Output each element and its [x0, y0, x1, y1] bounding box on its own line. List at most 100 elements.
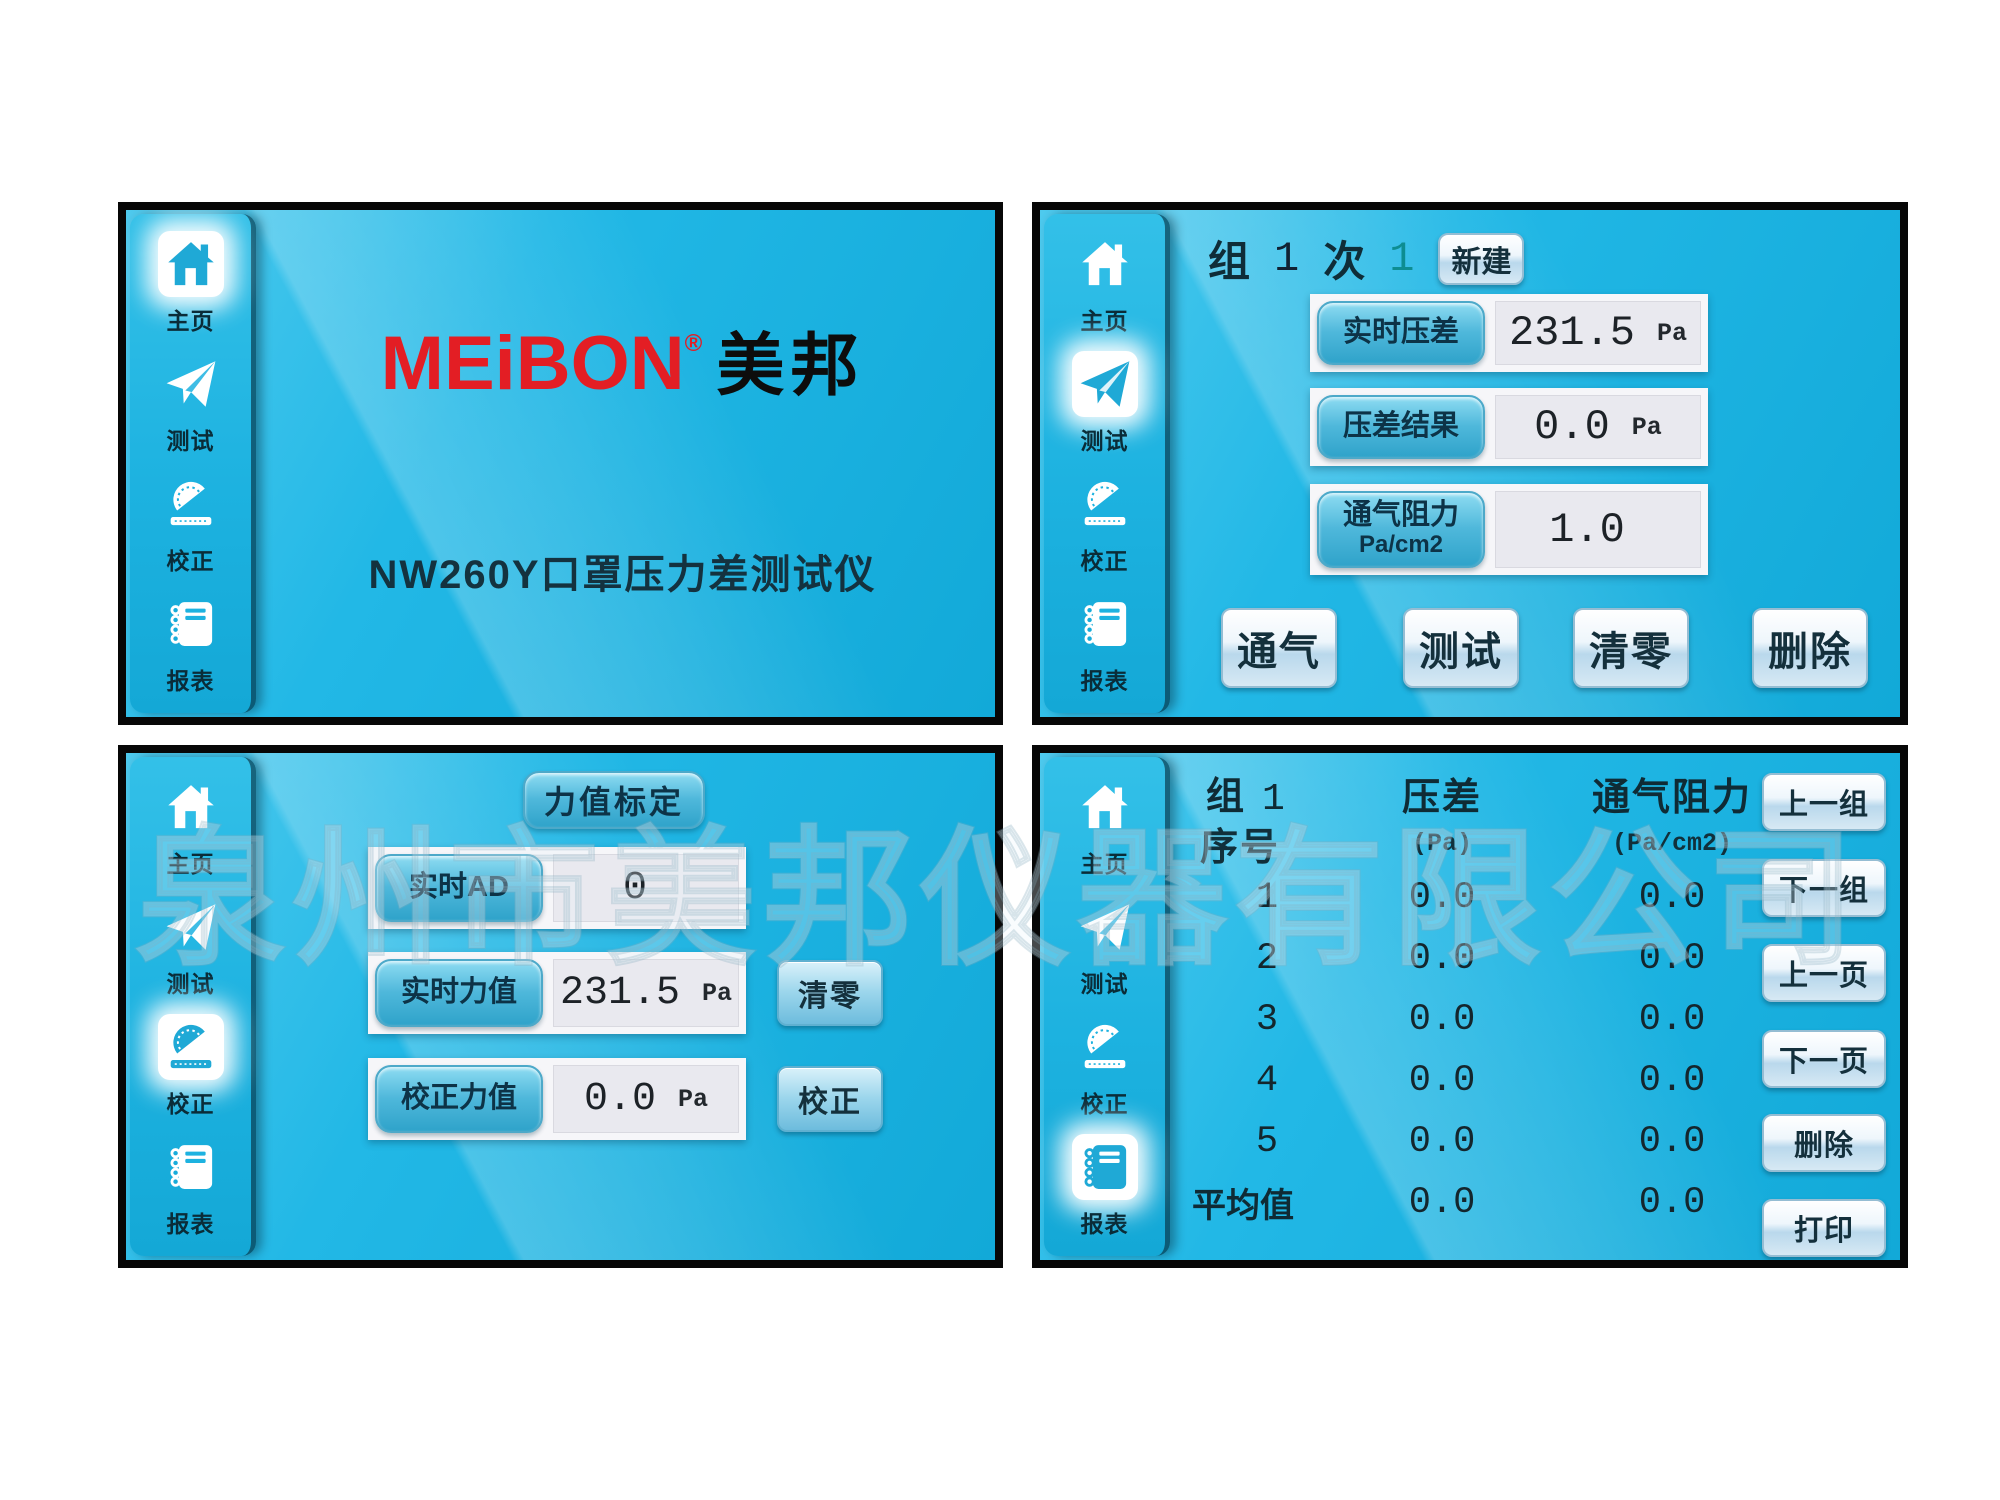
- label-text: 实时力值: [400, 976, 517, 1009]
- notebook-icon: [1072, 591, 1138, 657]
- brand-wordmark: MEiBON: [380, 321, 685, 406]
- panel-home: 主页 测试 校正 报表 MEiBON® 美邦 NW260Y口罩压力差测试仪: [118, 202, 1003, 725]
- next-group-button[interactable]: 下一组: [1762, 859, 1886, 917]
- sidebar-item-label: 校正: [1080, 1090, 1129, 1117]
- airflow-resistance-label-button[interactable]: 通气阻力 Pa/cm2: [1317, 491, 1485, 568]
- column-header-pressure: 压差: [1401, 776, 1482, 819]
- sidebar-item-test[interactable]: 测试: [1072, 894, 1138, 999]
- cycle-number: 1: [1389, 234, 1415, 283]
- sidebar-item-test[interactable]: 测试: [158, 351, 224, 456]
- sidebar-item-label: 主页: [166, 308, 215, 335]
- field-realtime-pressure: 实时压差 231.5 Pa: [1310, 294, 1708, 372]
- sidebar-item-report[interactable]: 报表: [158, 1134, 224, 1239]
- field-pressure-result: 压差结果 0.0 Pa: [1310, 388, 1708, 466]
- sidebar-item-label: 报表: [166, 667, 215, 694]
- label-text: 校正力值: [400, 1082, 517, 1115]
- sidebar-item-test[interactable]: 测试: [158, 894, 224, 999]
- notebook-icon: [158, 1134, 224, 1200]
- sidebar-item-report[interactable]: 报表: [1071, 1133, 1138, 1239]
- sidebar-item-label: 测试: [1080, 971, 1129, 998]
- home-content: MEiBON® 美邦 NW260Y口罩压力差测试仪: [262, 210, 995, 717]
- row-index-average: 平均值: [1192, 1187, 1294, 1225]
- brand-logo: MEiBON® 美邦: [262, 310, 983, 409]
- sidebar-item-home[interactable]: 主页: [1072, 774, 1138, 879]
- sidebar-item-calibrate[interactable]: 校正: [157, 1013, 224, 1119]
- calibrate-button[interactable]: 校正: [777, 1066, 883, 1132]
- sidebar: 主页 测试 校正 报表: [1044, 757, 1170, 1256]
- new-button[interactable]: 新建: [1438, 232, 1525, 285]
- ventilate-button[interactable]: 通气: [1221, 608, 1337, 688]
- group-label: 组: [1208, 238, 1251, 285]
- label-text: 实时AD: [409, 871, 509, 904]
- row-resistance: 0.0: [1638, 876, 1706, 919]
- value-text: 0.0: [1534, 403, 1610, 451]
- home-icon: [1072, 774, 1138, 840]
- realtime-ad-label-button[interactable]: 实时AD: [375, 854, 543, 922]
- row-pressure: 0.0: [1408, 1059, 1476, 1102]
- field-airflow-resistance: 通气阻力 Pa/cm2 1.0: [1310, 484, 1708, 575]
- sidebar-item-calibrate[interactable]: 校正: [158, 471, 224, 576]
- force-calibration-button[interactable]: 力值标定: [523, 771, 705, 829]
- previous-group-button[interactable]: 上一组: [1762, 773, 1886, 831]
- protractor-icon: [1072, 1014, 1138, 1080]
- sidebar-item-home[interactable]: 主页: [1072, 231, 1138, 336]
- row-pressure: 0.0: [1408, 876, 1476, 919]
- sidebar-item-home[interactable]: 主页: [158, 774, 224, 879]
- pressure-result-value: 0.0 Pa: [1495, 395, 1701, 459]
- sidebar-item-report[interactable]: 报表: [1072, 591, 1138, 696]
- realtime-pressure-label-button[interactable]: 实时压差: [1317, 301, 1485, 365]
- column-header-index: 序号: [1200, 826, 1281, 869]
- home-icon: [158, 774, 224, 840]
- pressure-result-label-button[interactable]: 压差结果: [1317, 395, 1485, 459]
- sidebar-item-calibrate[interactable]: 校正: [1072, 471, 1138, 576]
- sidebar-item-report[interactable]: 报表: [158, 591, 224, 696]
- row-resistance: 0.0: [1638, 1059, 1706, 1102]
- brand-chinese: 美邦: [716, 328, 865, 404]
- label-text: 实时压差: [1342, 316, 1459, 349]
- delete-button[interactable]: 删除: [1762, 1114, 1886, 1172]
- sidebar-item-calibrate[interactable]: 校正: [1072, 1014, 1138, 1119]
- zero-button[interactable]: 清零: [1573, 608, 1689, 688]
- notebook-icon: [1071, 1133, 1138, 1200]
- label-text: 通气阻力: [1342, 499, 1459, 532]
- row-pressure: 0.0: [1408, 937, 1476, 980]
- protractor-icon: [1072, 471, 1138, 537]
- sidebar-item-label: 主页: [1080, 308, 1129, 335]
- sidebar-item-home[interactable]: 主页: [157, 231, 224, 336]
- test-button[interactable]: 测试: [1403, 608, 1519, 688]
- home-icon: [1072, 231, 1138, 297]
- paper-plane-icon: [1072, 894, 1138, 960]
- previous-page-button[interactable]: 上一页: [1762, 944, 1886, 1002]
- print-button[interactable]: 打印: [1762, 1199, 1886, 1257]
- group-label: 组: [1206, 776, 1247, 818]
- notebook-icon: [158, 591, 224, 657]
- row-index: 3: [1255, 998, 1279, 1041]
- unit-text: Pa: [702, 978, 733, 1008]
- column-unit-resistance: (Pa/cm2): [1611, 828, 1733, 858]
- sidebar: 主页 测试 校正 报表: [130, 757, 256, 1256]
- row-index: 5: [1255, 1120, 1279, 1163]
- unit-text: Pa: [1657, 318, 1688, 348]
- protractor-icon: [157, 1013, 224, 1080]
- sidebar-item-label: 主页: [166, 851, 215, 878]
- realtime-force-label-button[interactable]: 实时力值: [375, 959, 543, 1027]
- zero-button[interactable]: 清零: [777, 960, 883, 1026]
- sidebar-item-label: 测试: [166, 971, 215, 998]
- value-text: 0.0: [583, 1076, 656, 1122]
- delete-button[interactable]: 删除: [1752, 608, 1868, 688]
- sidebar-item-test[interactable]: 测试: [1071, 351, 1138, 456]
- next-page-button[interactable]: 下一页: [1762, 1030, 1886, 1088]
- row-resistance: 0.0: [1638, 1181, 1706, 1224]
- sidebar-item-label: 报表: [166, 1210, 215, 1237]
- unit-text: Pa: [678, 1084, 709, 1114]
- registered-mark: ®: [684, 330, 703, 357]
- correction-force-label-button[interactable]: 校正力值: [375, 1065, 543, 1133]
- row-resistance: 0.0: [1638, 1120, 1706, 1163]
- realtime-pressure-value: 231.5 Pa: [1495, 301, 1701, 365]
- device-model-title: NW260Y口罩压力差测试仪: [368, 553, 877, 597]
